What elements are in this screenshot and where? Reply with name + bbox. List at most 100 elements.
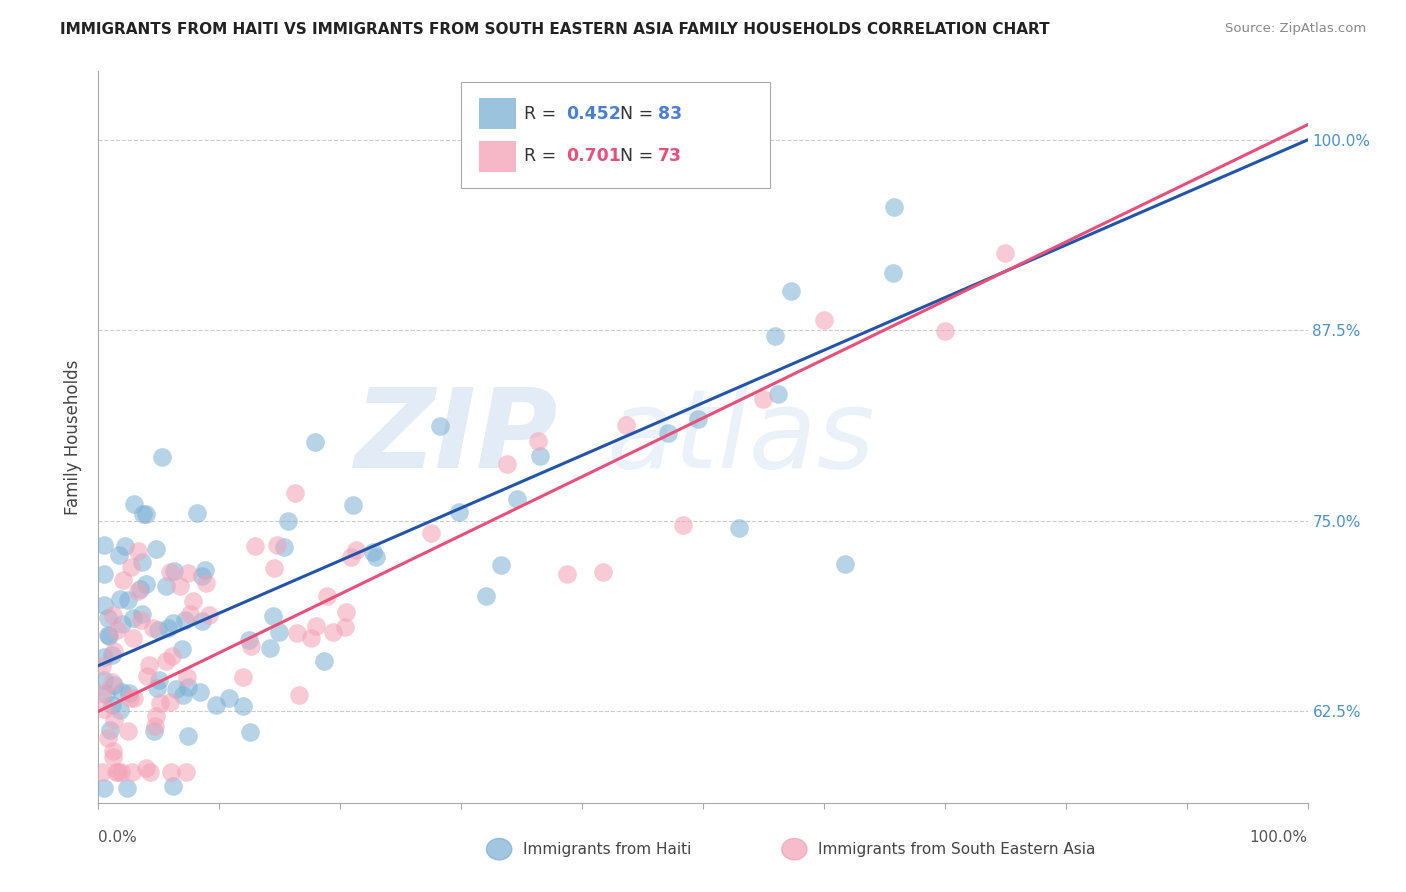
Point xyxy=(506,491,529,506)
Point xyxy=(149,697,172,711)
Point xyxy=(232,699,254,714)
Point xyxy=(883,200,905,214)
Point xyxy=(157,621,180,635)
Point xyxy=(98,629,121,643)
Point xyxy=(105,623,128,637)
Point xyxy=(529,449,551,463)
Point xyxy=(263,561,285,575)
Point xyxy=(150,450,173,465)
Point xyxy=(447,505,470,519)
Point xyxy=(752,392,775,406)
Point xyxy=(100,648,122,662)
Point xyxy=(186,506,208,520)
Point xyxy=(191,569,214,583)
Point xyxy=(114,539,136,553)
Point xyxy=(259,641,281,656)
Point xyxy=(170,642,193,657)
Point xyxy=(205,698,228,712)
Point xyxy=(194,576,217,591)
Point xyxy=(100,675,122,690)
Point xyxy=(672,518,695,533)
Point xyxy=(475,590,498,604)
Point xyxy=(592,565,614,579)
Text: 100.0%: 100.0% xyxy=(1250,830,1308,846)
Point xyxy=(93,599,115,613)
Point xyxy=(143,723,166,738)
Point xyxy=(101,750,124,764)
Ellipse shape xyxy=(486,838,512,860)
Point xyxy=(273,540,295,554)
Point xyxy=(239,639,262,653)
Point xyxy=(93,539,115,553)
Point xyxy=(322,624,344,639)
Point xyxy=(495,457,517,471)
Point xyxy=(364,549,387,564)
Point xyxy=(91,686,114,700)
Point xyxy=(177,566,200,581)
Point xyxy=(813,313,835,327)
Point xyxy=(340,550,363,565)
Point xyxy=(97,731,120,745)
Point xyxy=(243,540,266,554)
Point xyxy=(93,673,115,688)
Point xyxy=(117,593,139,607)
Point xyxy=(188,685,211,699)
Point xyxy=(284,486,307,500)
Point xyxy=(97,628,120,642)
Point xyxy=(277,514,299,528)
Point xyxy=(315,589,337,603)
Point xyxy=(218,691,240,706)
Point xyxy=(105,765,128,780)
Point xyxy=(163,564,186,578)
Point xyxy=(103,644,125,658)
Point xyxy=(299,631,322,645)
Point xyxy=(138,657,160,672)
Point xyxy=(304,618,326,632)
Point xyxy=(159,765,181,780)
Point xyxy=(763,329,786,343)
Point xyxy=(527,434,550,448)
Point xyxy=(121,611,143,625)
Point xyxy=(346,542,368,557)
Point xyxy=(120,690,142,705)
Point xyxy=(194,562,217,576)
Y-axis label: Family Households: Family Households xyxy=(65,359,83,515)
Point xyxy=(110,765,132,780)
Point xyxy=(132,508,155,522)
Point xyxy=(232,669,254,683)
Point xyxy=(131,614,153,628)
Point xyxy=(162,779,184,793)
Point xyxy=(107,765,129,780)
Point xyxy=(127,584,149,599)
Point xyxy=(361,545,384,559)
Point xyxy=(127,544,149,558)
Point xyxy=(238,632,260,647)
Point xyxy=(145,681,167,696)
Point xyxy=(103,713,125,727)
Point xyxy=(165,682,187,697)
FancyBboxPatch shape xyxy=(461,82,769,188)
Point xyxy=(176,729,198,743)
Point xyxy=(108,703,131,717)
Point xyxy=(120,560,142,574)
Text: 73: 73 xyxy=(658,147,682,165)
Point xyxy=(117,724,139,739)
Point xyxy=(159,695,181,709)
Point xyxy=(335,605,357,619)
Point xyxy=(657,426,679,441)
Point xyxy=(111,573,134,587)
Point xyxy=(97,611,120,625)
Point xyxy=(121,765,143,780)
Point xyxy=(155,654,177,668)
Point xyxy=(491,558,513,572)
Point xyxy=(129,582,152,597)
Point xyxy=(135,668,157,682)
Text: Source: ZipAtlas.com: Source: ZipAtlas.com xyxy=(1226,22,1367,36)
Text: 0.701: 0.701 xyxy=(567,147,621,165)
Point xyxy=(173,614,195,628)
Point xyxy=(143,719,166,733)
Point xyxy=(179,607,201,621)
Point xyxy=(146,623,169,637)
Point xyxy=(333,620,356,634)
Point xyxy=(176,765,198,780)
